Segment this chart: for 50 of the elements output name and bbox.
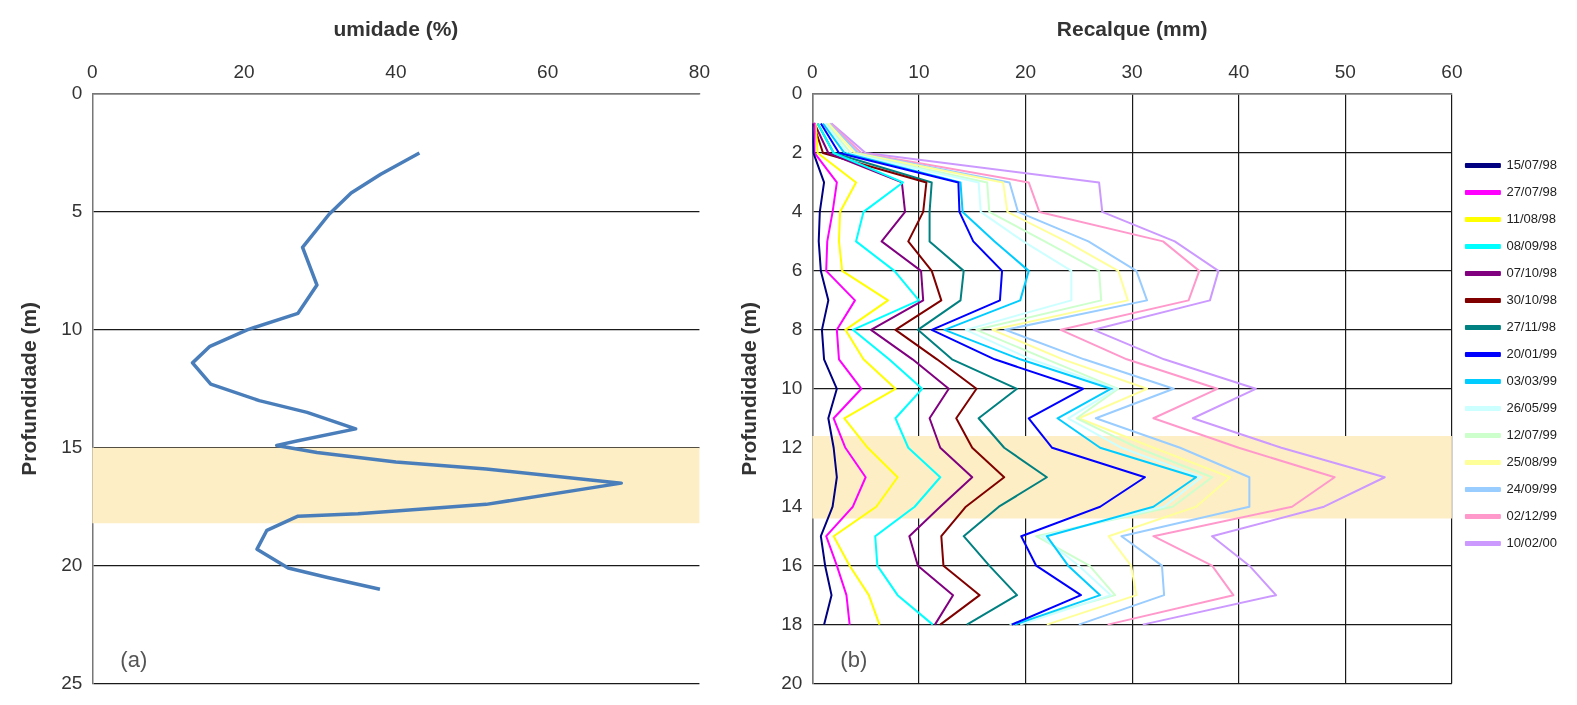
legend-label: 11/08/98: [1506, 211, 1557, 227]
x-tick-label: 60: [537, 60, 559, 82]
x-tick-label: 40: [1228, 60, 1250, 82]
y-tick-label: 14: [781, 494, 803, 516]
legend-label: 12/07/99: [1506, 427, 1558, 443]
x-tick-label: 20: [233, 60, 255, 82]
legend-label: 24/09/99: [1506, 481, 1558, 497]
y-tick-label: 0: [791, 82, 803, 104]
x-tick-label: 30: [1121, 60, 1143, 82]
y-tick-label: 5: [71, 200, 83, 222]
y-tick-label: 10: [61, 318, 83, 340]
y-tick-label: 0: [71, 82, 83, 104]
y-tick-label: 20: [61, 553, 83, 575]
y-tick-label: 16: [781, 553, 803, 575]
y-tick-label: 10: [781, 377, 803, 399]
y-tick-label: 25: [61, 671, 83, 693]
y-tick-label: 4: [791, 200, 803, 222]
y-axis-title: Profundidade (m): [737, 301, 761, 476]
x-tick-label: 0: [87, 60, 98, 82]
y-tick-label: 20: [781, 671, 803, 693]
x-tick-label: 40: [385, 60, 407, 82]
legend-label: 20/01/99: [1506, 346, 1558, 362]
legend-label: 15/07/98: [1506, 157, 1558, 173]
legend-label: 07/10/98: [1506, 265, 1558, 281]
legend-label: 25/08/99: [1506, 454, 1558, 470]
y-axis-title: Profundidade (m): [17, 301, 41, 476]
x-tick-label: 0: [807, 60, 818, 82]
y-tick-label: 8: [791, 318, 803, 340]
annotation: (b): [840, 646, 868, 672]
x-tick-label: 20: [1014, 60, 1037, 82]
x-axis-title: Recalque (mm): [1056, 17, 1208, 41]
y-tick-label: 2: [791, 141, 803, 163]
y-tick-label: 15: [61, 435, 83, 457]
x-tick-label: 80: [688, 60, 710, 82]
legend-label: 08/09/98: [1506, 238, 1558, 254]
x-tick-label: 60: [1441, 60, 1463, 82]
legend-label: 03/03/99: [1506, 373, 1558, 389]
legend-label: 27/11/98: [1506, 319, 1557, 335]
x-axis-title: umidade (%): [333, 17, 459, 41]
y-tick-label: 12: [781, 435, 803, 457]
y-tick-label: 18: [781, 612, 803, 634]
annotation: (a): [120, 646, 148, 672]
x-tick-label: 50: [1334, 60, 1356, 82]
legend-label: 30/10/98: [1506, 292, 1558, 308]
legend-label: 26/05/99: [1506, 400, 1558, 416]
y-tick-label: 6: [791, 259, 803, 281]
x-tick-label: 10: [908, 60, 930, 82]
legend-label: 02/12/99: [1506, 508, 1558, 524]
legend-label: 10/02/00: [1506, 535, 1558, 551]
legend-label: 27/07/98: [1506, 184, 1558, 200]
